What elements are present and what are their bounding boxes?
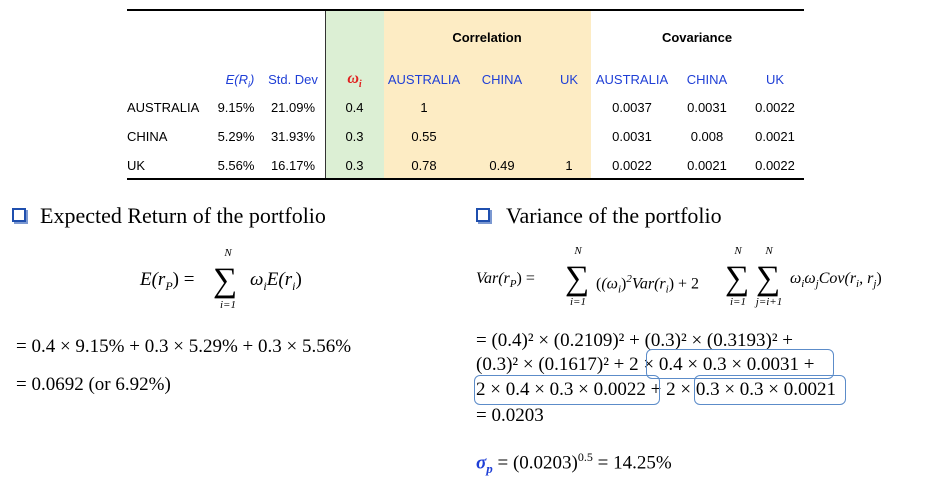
expected-return-heading: Expected Return of the portfolio (40, 203, 326, 228)
row-corr-3: 1 (565, 158, 573, 173)
highlight-box-1 (646, 349, 834, 379)
variance-lhs: Var(rP) = (476, 270, 535, 291)
portfolio-table: Correlation Covariance E(Ri) Std. Dev ωi… (127, 8, 804, 180)
row-name: UK (127, 158, 146, 173)
sum1-top: N (574, 245, 582, 257)
weight-band-divider (325, 10, 326, 178)
sum3-bottom: j=i+1 (755, 296, 783, 308)
row-weight: 0.4 (345, 100, 364, 115)
col-cov-australia: AUSTRALIA (595, 72, 669, 87)
table-top-rule (127, 9, 804, 11)
sum1-bottom: i=1 (570, 296, 586, 308)
col-corr-china: CHINA (481, 72, 523, 87)
row-corr-1: 0.55 (411, 129, 437, 144)
highlight-box-2 (474, 375, 660, 405)
row-er: 9.15% (217, 100, 255, 115)
correlation-header: Correlation (452, 30, 522, 45)
row-std: 16.17% (270, 158, 316, 173)
variance-term2: ωiωjCov(ri, rj) (790, 270, 882, 291)
col-std-dev: Std. Dev (268, 72, 318, 87)
variance-heading: Variance of the portfolio (506, 203, 722, 228)
sum2-bottom: i=1 (730, 296, 746, 308)
variance-term1: ((ωi)2Var(ri) + 2 (596, 273, 700, 296)
row-er: 5.29% (217, 129, 255, 144)
row-cov-3: 0.0021 (755, 129, 795, 144)
row-name: AUSTRALIA (127, 100, 200, 115)
row-weight: 0.3 (345, 158, 364, 173)
row-cov-3: 0.0022 (755, 158, 795, 173)
sum3-top: N (765, 245, 773, 257)
weight-column-band (325, 10, 384, 178)
row-cov-3: 0.0022 (755, 100, 795, 115)
sum-bottom: i=1 (220, 299, 236, 311)
col-weight: ωi (347, 70, 362, 91)
row-std: 31.93% (270, 129, 316, 144)
variance-line-2: (0.3)² × (0.1617)² + 2 × 0.4 × 0.3 × 0.0… (476, 354, 815, 375)
row-corr-1: 0.78 (411, 158, 437, 173)
row-weight: 0.3 (345, 129, 364, 144)
expected-return-line-2: = 0.0692 (or 6.92%) (16, 374, 171, 395)
expected-return-line-1: = 0.4 × 9.15% + 0.3 × 5.29% + 0.3 × 5.56… (16, 336, 352, 357)
col-corr-uk: UK (559, 72, 579, 87)
checkbox-bullet-icon (476, 208, 490, 222)
row-er: 5.56% (217, 158, 255, 173)
row-name: CHINA (127, 129, 168, 144)
highlight-box-3 (694, 375, 846, 405)
covariance-header: Covariance (661, 30, 733, 45)
row-cov-1: 0.0031 (612, 129, 652, 144)
sum2-top: N (734, 245, 742, 257)
col-cov-uk: UK (765, 72, 785, 87)
correlation-band (384, 10, 591, 178)
sigma-line: σp = (0.0203)0.5 = 14.25% (476, 450, 672, 477)
row-std: 21.09% (270, 100, 316, 115)
row-corr-2: 0.49 (489, 158, 515, 173)
checkbox-bullet-icon (12, 208, 26, 222)
variance-line-3: 2 × 0.4 × 0.3 × 0.0022 + 2 × 0.3 × 0.3 ×… (476, 379, 837, 400)
row-cov-2: 0.008 (690, 129, 724, 144)
row-corr-1: 1 (420, 100, 428, 115)
col-corr-australia: AUSTRALIA (387, 72, 461, 87)
formula-rhs: ωiE(ri) (250, 269, 302, 293)
formula-lhs: E(rP) = (140, 269, 195, 293)
sum-icon: ∑ (756, 260, 781, 297)
table-bottom-rule (127, 178, 804, 180)
sum-top: N (224, 247, 232, 259)
row-cov-2: 0.0031 (687, 100, 727, 115)
row-cov-1: 0.0037 (612, 100, 652, 115)
sum-icon: ∑ (565, 260, 590, 297)
sum-icon: ∑ (213, 262, 238, 299)
col-expected-return: E(Ri) (225, 72, 255, 90)
variance-line-4: = 0.0203 (476, 405, 544, 426)
sum-icon: ∑ (725, 260, 750, 297)
row-cov-1: 0.0022 (612, 158, 652, 173)
col-cov-china: CHINA (686, 72, 728, 87)
variance-line-1: = (0.4)² × (0.2109)² + (0.3)² × (0.3193)… (476, 330, 793, 351)
row-cov-2: 0.0021 (687, 158, 727, 173)
